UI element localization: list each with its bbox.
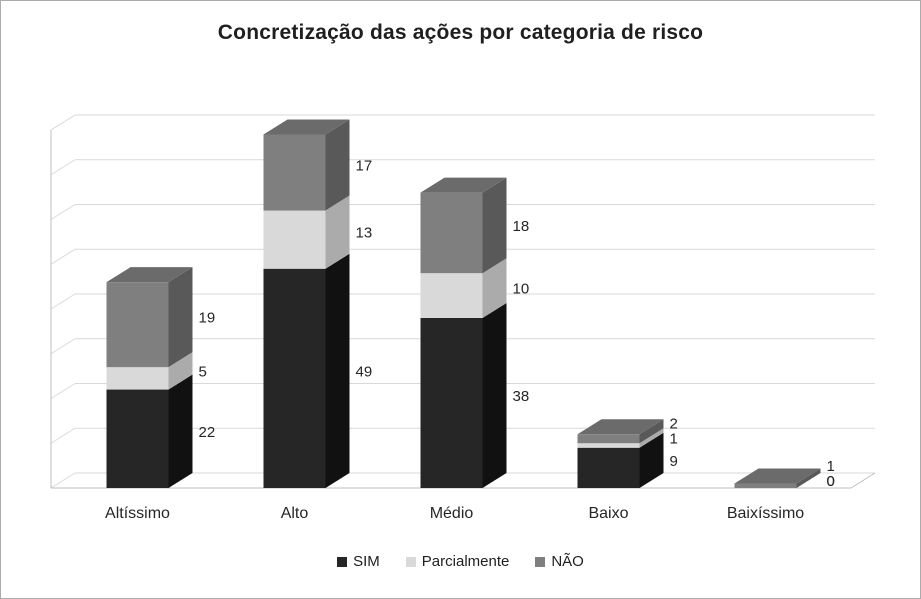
legend-swatch-não	[535, 556, 546, 567]
bar-segment-Altíssimo-Parcialmente	[106, 367, 169, 390]
gridline-wall-connector	[50, 427, 76, 444]
bar-side-Altíssimo-Parcialmente	[168, 352, 193, 390]
legend-label: NÃO	[551, 553, 584, 570]
bar-segment-Baixo-Parcialmente	[577, 443, 640, 448]
bar-segment-Altíssimo-SIM	[106, 389, 169, 488]
data-label-Baixíssimo-Parcialmente: 0	[827, 473, 835, 490]
legend-item-parcialmente: Parcialmente	[405, 553, 510, 570]
data-label-Altíssimo-NÃO: 19	[199, 310, 216, 327]
legend-label: SIM	[353, 553, 380, 570]
legend-item-sim: SIM	[337, 553, 380, 570]
category-label-Baixo: Baixo	[588, 505, 628, 522]
data-label-Médio-NÃO: 18	[513, 218, 530, 235]
bar-side-Alto-Parcialmente	[325, 195, 350, 269]
data-label-Baixo-Parcialmente: 1	[670, 430, 678, 447]
bar-segment-Baixíssimo-NÃO	[734, 483, 797, 488]
bar-segment-Alto-SIM	[263, 268, 326, 488]
data-label-Alto-SIM: 49	[356, 363, 373, 380]
gridline-wall-connector	[50, 472, 76, 489]
bar-side-Baixíssimo-NÃO	[796, 468, 821, 488]
bar-segment-Médio-NÃO	[420, 192, 483, 274]
data-label-Altíssimo-SIM: 22	[199, 424, 216, 441]
chart-title: Concretização das ações por categoria de…	[217, 21, 704, 44]
category-label-Baixíssimo: Baixíssimo	[727, 505, 804, 522]
data-label-Médio-Parcialmente: 10	[513, 281, 530, 298]
data-label-Altíssimo-Parcialmente: 5	[199, 363, 207, 380]
bar-top-Médio	[420, 177, 507, 193]
legend-swatch-parcialmente	[405, 556, 416, 567]
bar-side-Médio-NÃO	[482, 177, 507, 274]
bar-segment-Alto-NÃO	[263, 134, 326, 211]
gridline-wall-connector	[50, 204, 76, 220]
data-label-Alto-NÃO: 17	[356, 158, 373, 175]
gridline-wall-connector	[50, 114, 76, 131]
data-label-Baixo-SIM: 9	[670, 453, 678, 470]
data-label-Alto-Parcialmente: 13	[356, 225, 373, 242]
floor-right-edge	[850, 472, 876, 489]
data-label-Baixíssimo-NÃO: 1	[827, 458, 835, 475]
bar-segment-Alto-Parcialmente	[263, 210, 326, 269]
bar-segment-Baixo-NÃO	[577, 434, 640, 444]
bar-side-Baixo-Parcialmente	[639, 428, 664, 448]
bar-side-Alto-SIM	[325, 253, 350, 488]
data-label-Médio-SIM: 38	[513, 388, 530, 405]
category-label-Alto: Alto	[281, 505, 309, 522]
bar-side-Altíssimo-NÃO	[168, 267, 193, 368]
bar-top-Baixíssimo	[734, 468, 821, 484]
bar-side-Baixo-NÃO	[639, 419, 664, 444]
gridline-wall-connector	[50, 383, 76, 399]
gridline-wall-connector	[50, 338, 76, 355]
gridline-wall-connector	[50, 159, 76, 176]
bar-top-Altíssimo	[106, 267, 193, 283]
bar-top-Baixo	[577, 419, 664, 435]
data-label-Baixo-NÃO: 2	[670, 415, 678, 432]
legend-item-não: NÃO	[535, 553, 584, 570]
bar-side-Baixo-SIM	[639, 432, 664, 488]
bar-segment-Médio-SIM	[420, 317, 483, 488]
data-label-Baixíssimo-SIM: 0	[827, 473, 835, 490]
bar-segment-Baixo-SIM	[577, 447, 640, 488]
gridline-wall-connector	[50, 293, 76, 310]
bar-segment-Médio-Parcialmente	[420, 273, 483, 318]
bar-segment-Altíssimo-NÃO	[106, 282, 169, 368]
category-label-Altíssimo: Altíssimo	[105, 505, 170, 522]
bar-side-Altíssimo-SIM	[168, 374, 193, 488]
bar-top-Alto	[263, 119, 350, 135]
legend: SIM Parcialmente NÃO	[1, 553, 920, 570]
gridline-wall-connector	[50, 248, 76, 265]
legend-label: Parcialmente	[421, 553, 510, 570]
bar-side-Alto-NÃO	[325, 119, 350, 211]
category-label-Médio: Médio	[430, 505, 474, 522]
legend-swatch-sim	[337, 556, 348, 567]
bar-side-Médio-Parcialmente	[482, 258, 507, 318]
bar-side-Médio-SIM	[482, 302, 507, 488]
